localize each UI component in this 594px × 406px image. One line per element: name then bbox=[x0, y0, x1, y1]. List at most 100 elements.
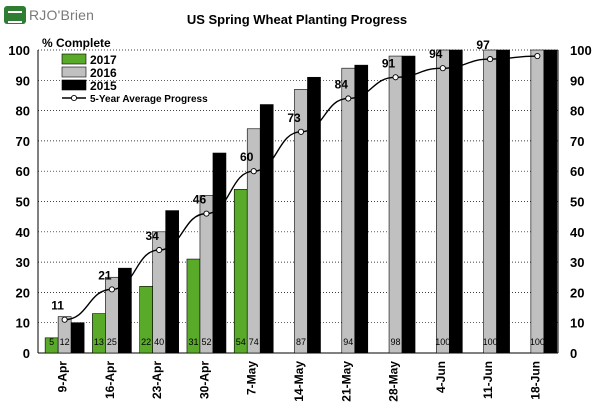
y-tick-label-left: 80 bbox=[16, 104, 30, 119]
bar-2015 bbox=[543, 49, 558, 354]
y-tick-label-left: 60 bbox=[16, 164, 30, 179]
average-point bbox=[108, 286, 115, 293]
x-tick-label: 4-Jun bbox=[434, 361, 448, 393]
average-point bbox=[439, 65, 446, 72]
x-tick-label: 21-May bbox=[339, 361, 353, 402]
x-tick-label: 9-Apr bbox=[56, 361, 70, 393]
bar-label-2016: 98 bbox=[391, 337, 401, 347]
y-tick-label-right: 20 bbox=[570, 285, 584, 300]
average-label: 84 bbox=[335, 77, 349, 91]
average-point bbox=[250, 168, 257, 175]
bar-2015 bbox=[496, 49, 510, 354]
x-tick-label: 14-May bbox=[292, 361, 306, 402]
bar-label-2016: 40 bbox=[154, 337, 164, 347]
bar-label-2017: 54 bbox=[236, 337, 246, 347]
y-axis-label: % Complete bbox=[42, 36, 111, 50]
x-tick-label: 16-Apr bbox=[103, 361, 117, 399]
y-tick-label-left: 0 bbox=[23, 346, 30, 361]
bar-2016 bbox=[341, 67, 356, 354]
y-tick-label-right: 70 bbox=[570, 134, 584, 149]
bar-label-2016: 12 bbox=[60, 337, 70, 347]
logo-mark bbox=[4, 6, 26, 24]
y-tick-label-left: 20 bbox=[16, 285, 30, 300]
average-label: 21 bbox=[98, 268, 112, 282]
average-point bbox=[345, 95, 352, 102]
average-line bbox=[64, 55, 538, 321]
average-label: 46 bbox=[193, 193, 207, 207]
bar-label-2016: 52 bbox=[201, 337, 211, 347]
bar-2015 bbox=[212, 152, 227, 354]
bar-label-2017: 31 bbox=[188, 337, 198, 347]
legend-marker-average bbox=[70, 94, 78, 102]
x-tick-label: 28-May bbox=[387, 361, 401, 402]
legend-label-2015: 2015 bbox=[90, 79, 117, 93]
average-label: 94 bbox=[429, 47, 443, 61]
average-point bbox=[534, 53, 541, 60]
legend-label-2017: 2017 bbox=[90, 53, 117, 67]
y-tick-label-right: 0 bbox=[570, 346, 577, 361]
logo: RJO'Brien bbox=[4, 6, 94, 24]
legend-label-2016: 2016 bbox=[90, 66, 117, 80]
y-tick-label-right: 50 bbox=[570, 195, 584, 210]
legend-swatch-2017 bbox=[61, 53, 87, 65]
y-tick-label-left: 10 bbox=[16, 316, 30, 331]
y-tick-label-left: 40 bbox=[16, 225, 30, 240]
bar-label-2016: 87 bbox=[296, 337, 306, 347]
bar-2015 bbox=[401, 55, 416, 354]
y-tick-label-left: 70 bbox=[16, 134, 30, 149]
average-point bbox=[156, 246, 163, 254]
legend-swatch-2016 bbox=[61, 66, 87, 78]
x-tick-label: 18-Jun bbox=[528, 361, 542, 400]
y-tick-label-right: 60 bbox=[570, 164, 584, 179]
y-tick-label-left: 50 bbox=[16, 195, 30, 210]
bar-label-2016: 25 bbox=[107, 337, 117, 347]
bar-label-2016: 100 bbox=[530, 337, 545, 347]
x-tick-label: 11-Jun bbox=[481, 361, 495, 399]
bar-2016 bbox=[483, 49, 497, 354]
bar-2016 bbox=[436, 49, 450, 354]
logo-text: RJO'Brien bbox=[29, 7, 95, 23]
bar-label-2017: 5 bbox=[49, 337, 54, 347]
y-tick-label-right: 100 bbox=[570, 43, 592, 58]
y-tick-label-left: 100 bbox=[8, 43, 30, 58]
bar-2016 bbox=[530, 49, 545, 354]
bar-label-2017: 22 bbox=[141, 337, 151, 347]
bar-label-2016: 100 bbox=[435, 337, 450, 347]
x-tick-label: 23-Apr bbox=[150, 361, 164, 399]
bar-label-2017: 13 bbox=[94, 337, 104, 347]
bar-2015 bbox=[449, 49, 463, 354]
bar-2016 bbox=[199, 195, 214, 354]
average-point bbox=[203, 210, 210, 217]
average-label: 60 bbox=[240, 150, 254, 164]
average-point bbox=[392, 74, 399, 81]
average-label: 11 bbox=[51, 299, 64, 313]
bar-2017 bbox=[233, 189, 248, 354]
y-tick-label-right: 90 bbox=[570, 73, 584, 88]
x-tick-label: 30-Apr bbox=[197, 361, 211, 399]
bar-2015 bbox=[70, 322, 85, 354]
average-label: 73 bbox=[287, 111, 301, 125]
bar-2016 bbox=[388, 55, 403, 354]
bar-2017 bbox=[92, 313, 106, 354]
y-tick-label-left: 90 bbox=[16, 73, 30, 88]
average-point bbox=[61, 316, 68, 323]
bar-2015 bbox=[354, 64, 369, 354]
bar-label-2016: 94 bbox=[343, 337, 353, 347]
average-point bbox=[487, 56, 494, 63]
chart-title: US Spring Wheat Planting Progress bbox=[187, 12, 407, 27]
bar-2015 bbox=[259, 104, 274, 354]
y-tick-label-right: 30 bbox=[570, 255, 584, 270]
y-tick-label-left: 30 bbox=[16, 255, 30, 270]
x-tick-label: 7-May bbox=[245, 361, 259, 395]
bar-label-2016: 74 bbox=[249, 337, 259, 347]
legend-label-average: 5-Year Average Progress bbox=[90, 94, 208, 105]
average-label: 34 bbox=[146, 229, 160, 243]
average-label: 97 bbox=[476, 38, 490, 52]
bar-label-2016: 100 bbox=[483, 337, 498, 347]
bar-2015 bbox=[118, 267, 132, 354]
y-tick-label-right: 40 bbox=[570, 225, 584, 240]
bar-2015 bbox=[307, 76, 321, 354]
y-tick-label-right: 80 bbox=[570, 104, 584, 119]
legend-swatch-2015 bbox=[61, 79, 87, 91]
